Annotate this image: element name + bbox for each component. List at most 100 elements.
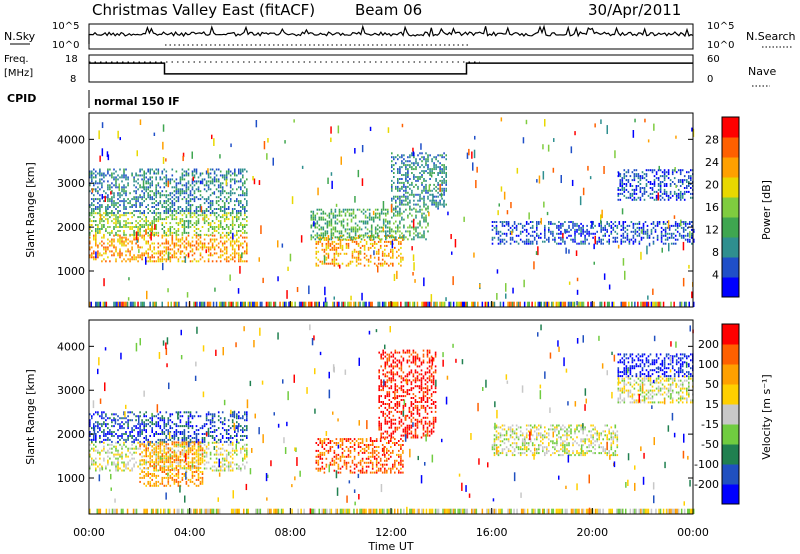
power-ylabel: Slant Range [km] xyxy=(24,162,37,258)
nave-label: Nave xyxy=(748,65,776,78)
velocity-colorbar-tick: -50 xyxy=(701,438,719,451)
velocity-colorbar-tick: -15 xyxy=(701,418,719,431)
x-tick-label: 00:00 xyxy=(677,526,709,539)
velocity-colorbar-tick: 15 xyxy=(705,398,719,411)
freq-tick-top: 18 xyxy=(65,54,78,65)
nsearch-tick-bottom: 10^0 xyxy=(707,40,734,51)
power-colorbar-segment xyxy=(722,137,739,158)
power-colorbar-tick: 12 xyxy=(705,224,719,237)
velocity-colorbar-tick: 200 xyxy=(698,338,719,351)
nsearch-label: N.Search xyxy=(746,30,796,43)
power-region-7 xyxy=(617,169,694,201)
velocity-colorbar-segment xyxy=(722,404,739,425)
velocity-colorbar-label: Velocity [m s⁻¹] xyxy=(760,374,773,459)
velocity-colorbar-segment xyxy=(722,424,739,445)
power-y-axis: 1000 2000 3000 4000 xyxy=(57,133,693,278)
nsky-line xyxy=(88,24,694,44)
power-region-3 xyxy=(315,235,404,267)
velocity-colorbar-segment xyxy=(722,444,739,465)
power-ground-scatter xyxy=(89,301,695,307)
velocity-colorbar-segment xyxy=(722,384,739,405)
velocity-ylabel: Slant Range [km] xyxy=(24,369,37,465)
power-region-2 xyxy=(89,168,248,214)
power-colorbar-segment xyxy=(722,257,739,278)
power-colorbar-label: Power [dB] xyxy=(760,180,773,240)
velocity-heatmap xyxy=(89,324,695,515)
power-colorbar-segment xyxy=(722,197,739,218)
x-tick-label: 16:00 xyxy=(476,526,508,539)
velocity-region-7 xyxy=(617,353,694,378)
power-colorbar-segment xyxy=(722,277,739,298)
power-colorbar-segment xyxy=(722,117,739,138)
beam-label: Beam 06 xyxy=(355,1,422,19)
velocity-ytick-label: 1000 xyxy=(57,472,85,485)
x-tick-label: 20:00 xyxy=(576,526,608,539)
x-axis-label: Time UT xyxy=(367,540,413,553)
velocity-colorbar-segment xyxy=(722,324,739,345)
freq-tick-bottom: 8 xyxy=(70,74,76,85)
velocity-colorbar-tick: -200 xyxy=(694,478,719,491)
velocity-colorbar-frame xyxy=(721,323,740,505)
power-colorbar-segment xyxy=(722,157,739,178)
x-tick-label: 04:00 xyxy=(174,526,206,539)
velocity-ytick-label: 3000 xyxy=(57,384,85,397)
power-colorbar-tick: 4 xyxy=(712,269,719,282)
power-colorbar-segment xyxy=(722,177,739,198)
power-region-4 xyxy=(310,208,429,241)
power-region-6 xyxy=(491,221,695,245)
power-ytick-label: 1000 xyxy=(57,265,85,278)
nsky-trace xyxy=(88,24,694,46)
freq-trace xyxy=(89,62,693,75)
nsearch-tick-top: 10^5 xyxy=(707,21,734,32)
power-colorbar-tick: 28 xyxy=(705,134,719,147)
velocity-sparse-echoes xyxy=(92,324,694,515)
velocity-colorbar-tick: -100 xyxy=(694,458,719,471)
velocity-region-3 xyxy=(315,438,404,474)
power-ytick-label: 3000 xyxy=(57,177,85,190)
date-label: 30/Apr/2011 xyxy=(588,1,681,19)
power-colorbar-segment xyxy=(722,217,739,238)
power-colorbar-segment xyxy=(722,237,739,258)
x-tick-label: 08:00 xyxy=(274,526,306,539)
velocity-region-5 xyxy=(491,424,619,457)
power-region-5 xyxy=(391,152,447,210)
power-ytick-label: 2000 xyxy=(57,221,85,234)
velocity-colorbar-segment xyxy=(722,464,739,485)
velocity-region-6 xyxy=(617,375,694,404)
freq-label: Freq. xyxy=(4,54,29,65)
x-tick-label: 12:00 xyxy=(375,526,407,539)
velocity-colorbar-tick: 50 xyxy=(705,378,719,391)
velocity-region-1 xyxy=(89,411,248,443)
freq-panel xyxy=(88,54,694,83)
velocity-colorbar-tick: 100 xyxy=(698,358,719,371)
nave-tick-top: 60 xyxy=(707,54,720,65)
power-sparse-echoes xyxy=(91,117,695,306)
velocity-colorbar: 200 100 50 15 -15 -50 -100 -200 xyxy=(694,323,740,505)
radar-title: Christmas Valley East (fitACF) xyxy=(92,1,315,19)
power-region-0 xyxy=(89,234,248,263)
nsky-tick-bottom: 10^0 xyxy=(52,40,79,51)
velocity-ground-scatter xyxy=(89,508,695,514)
velocity-colorbar-segment xyxy=(722,484,739,505)
cpid-value: normal 150 IF xyxy=(94,95,180,108)
velocity-colorbar-segment xyxy=(722,364,739,385)
power-colorbar-tick: 20 xyxy=(705,179,719,192)
power-ytick-label: 4000 xyxy=(57,133,85,146)
nsky-label: N.Sky xyxy=(4,30,36,43)
x-tick-label: 00:00 xyxy=(73,526,105,539)
cpid-label: CPID xyxy=(7,92,36,105)
power-colorbar-tick: 16 xyxy=(705,201,719,214)
velocity-region-4 xyxy=(378,349,437,439)
power-colorbar-tick: 8 xyxy=(712,246,719,259)
velocity-ytick-label: 2000 xyxy=(57,428,85,441)
time-axis: 00:00 04:00 08:00 12:00 16:00 20:00 00:00 xyxy=(73,301,709,539)
nsky-tick-top: 10^5 xyxy=(52,21,79,32)
nave-tick-bottom: 0 xyxy=(707,74,713,85)
velocity-ytick-label: 4000 xyxy=(57,340,85,353)
power-heatmap xyxy=(89,117,695,307)
power-colorbar-frame xyxy=(721,116,740,298)
velocity-y-axis: 1000 2000 3000 4000 xyxy=(57,340,693,485)
velocity-colorbar-segment xyxy=(722,344,739,365)
freq-unit: [MHz] xyxy=(4,68,33,79)
